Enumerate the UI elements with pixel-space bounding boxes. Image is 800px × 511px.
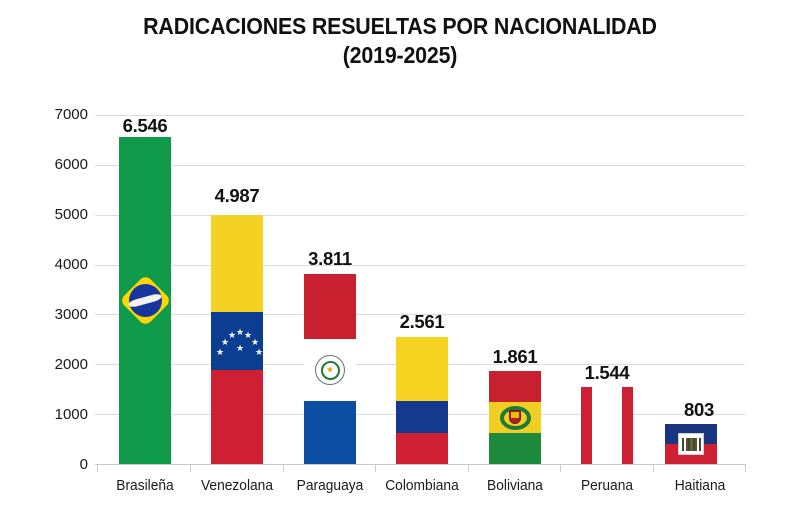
colombia-flag-yellow-band bbox=[396, 337, 448, 401]
venezuela-flag-red-band bbox=[211, 370, 263, 464]
bolivia-flag-green-band bbox=[489, 433, 541, 464]
y-tick-label-0: 0 bbox=[79, 456, 88, 473]
haiti-coat-of-arms-icon bbox=[678, 433, 704, 455]
x-tick-7 bbox=[745, 464, 746, 472]
paraguay-flag-white-band bbox=[304, 339, 356, 401]
gridline-6000 bbox=[95, 165, 745, 166]
value-label-colombiana: 2.561 bbox=[399, 311, 445, 332]
bar-bolviana[interactable] bbox=[489, 371, 541, 464]
bar-venezolana[interactable]: ★ ★ ★ ★ ★ ★ ★ ★ bbox=[211, 215, 263, 464]
colombia-flag-blue-band bbox=[396, 401, 448, 433]
gridline-3000 bbox=[95, 314, 745, 315]
x-tick-3 bbox=[375, 464, 376, 472]
y-tick-label-7000: 7000 bbox=[54, 106, 88, 123]
bar-peruana[interactable] bbox=[581, 387, 633, 464]
gridline-5000 bbox=[95, 215, 745, 216]
x-tick-2 bbox=[283, 464, 284, 472]
value-label-brasilena: 6.546 bbox=[122, 115, 168, 136]
x-label-venezolana: Venezolana bbox=[200, 478, 273, 494]
bar-brasilena[interactable] bbox=[119, 137, 171, 464]
value-label-venezolana: 4.987 bbox=[214, 185, 260, 206]
venezuela-flag-blue-band: ★ ★ ★ ★ ★ ★ ★ ★ bbox=[211, 312, 263, 370]
x-label-paraguaya: Paraguaya bbox=[296, 478, 364, 494]
colombia-flag-red-band bbox=[396, 433, 448, 464]
bolivia-coat-of-arms-icon bbox=[499, 405, 531, 430]
x-tick-4 bbox=[468, 464, 469, 472]
y-tick-label-2000: 2000 bbox=[54, 356, 88, 373]
value-label-peruana: 1.544 bbox=[584, 362, 630, 383]
value-label-haitiana: 803 bbox=[684, 399, 714, 420]
value-label-bolviana: 1.861 bbox=[492, 346, 538, 367]
peru-flag-right-red-stripe bbox=[622, 387, 633, 464]
bar-paraguaya[interactable] bbox=[304, 274, 356, 464]
x-tick-0 bbox=[97, 464, 98, 472]
y-tick-label-3000: 3000 bbox=[54, 306, 88, 323]
paraguay-seal-icon bbox=[315, 355, 345, 385]
bolivia-flag-red-band bbox=[489, 371, 541, 402]
paraguay-flag-red-band bbox=[304, 274, 356, 339]
paraguay-flag-blue-band bbox=[304, 401, 356, 464]
x-label-brasilena: Brasileña bbox=[116, 478, 174, 494]
x-label-haitiana: Haitiana bbox=[674, 478, 726, 494]
gridline-4000 bbox=[95, 265, 745, 266]
chart-subtitle: (2019-2025) bbox=[342, 42, 458, 68]
gridline-7000 bbox=[95, 115, 745, 116]
bar-haitiana[interactable] bbox=[665, 424, 717, 464]
bar-colombiana[interactable] bbox=[396, 337, 448, 464]
x-label-peruana: Peruana bbox=[580, 478, 634, 494]
chart-title: RADICACIONES RESUELTAS POR NACIONALIDAD bbox=[143, 13, 657, 39]
x-label-colombiana: Colombiana bbox=[385, 478, 459, 494]
y-tick-label-4000: 4000 bbox=[54, 256, 88, 273]
chart-title-block: RADICACIONES RESUELTAS POR NACIONALIDAD … bbox=[0, 12, 800, 70]
brazil-flag-icon bbox=[119, 274, 171, 327]
peru-flag-white-stripe bbox=[592, 387, 622, 464]
bolivia-flag-yellow-band bbox=[489, 402, 541, 433]
venezuela-flag-yellow-band bbox=[211, 215, 263, 312]
y-tick-label-1000: 1000 bbox=[54, 406, 88, 423]
value-label-paraguaya: 3.811 bbox=[308, 248, 352, 269]
y-tick-label-6000: 6000 bbox=[54, 156, 88, 173]
y-tick-label-5000: 5000 bbox=[54, 206, 88, 223]
x-label-bolviana: Boliviana bbox=[487, 478, 543, 494]
x-tick-1 bbox=[190, 464, 191, 472]
x-tick-5 bbox=[560, 464, 561, 472]
axis-baseline bbox=[95, 464, 745, 465]
x-tick-6 bbox=[653, 464, 654, 472]
peru-flag-left-red-stripe bbox=[581, 387, 592, 464]
